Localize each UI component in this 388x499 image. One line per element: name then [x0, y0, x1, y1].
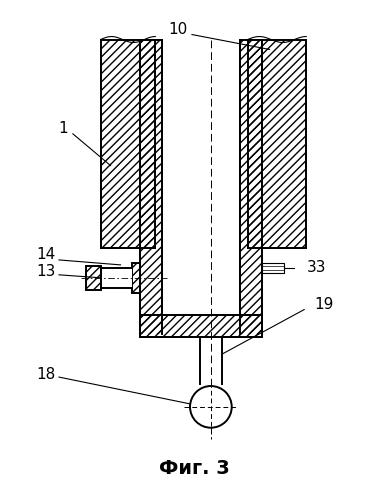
Bar [162, 39, 240, 314]
Bar [132, 263, 140, 293]
Text: 19: 19 [314, 297, 334, 312]
Bar [86, 266, 100, 290]
Bar [140, 314, 262, 337]
Text: 1: 1 [58, 121, 68, 136]
Bar [100, 268, 132, 288]
Text: Фиг. 3: Фиг. 3 [159, 459, 229, 478]
Bar [248, 39, 306, 248]
Text: 33: 33 [307, 260, 327, 275]
Text: 13: 13 [36, 264, 56, 279]
Bar [240, 39, 262, 334]
Bar [262, 263, 284, 273]
Bar [140, 39, 162, 334]
Bar [248, 39, 306, 248]
Bar [248, 39, 262, 248]
Bar [100, 39, 155, 248]
Bar [100, 39, 155, 248]
Bar [140, 39, 162, 334]
Bar [86, 266, 100, 290]
Circle shape [190, 386, 232, 428]
Text: 14: 14 [36, 248, 56, 262]
Bar [132, 263, 140, 293]
Text: 10: 10 [168, 22, 188, 37]
Text: 18: 18 [36, 367, 56, 382]
Bar [140, 314, 262, 337]
Bar [240, 39, 262, 334]
Bar [140, 39, 155, 248]
